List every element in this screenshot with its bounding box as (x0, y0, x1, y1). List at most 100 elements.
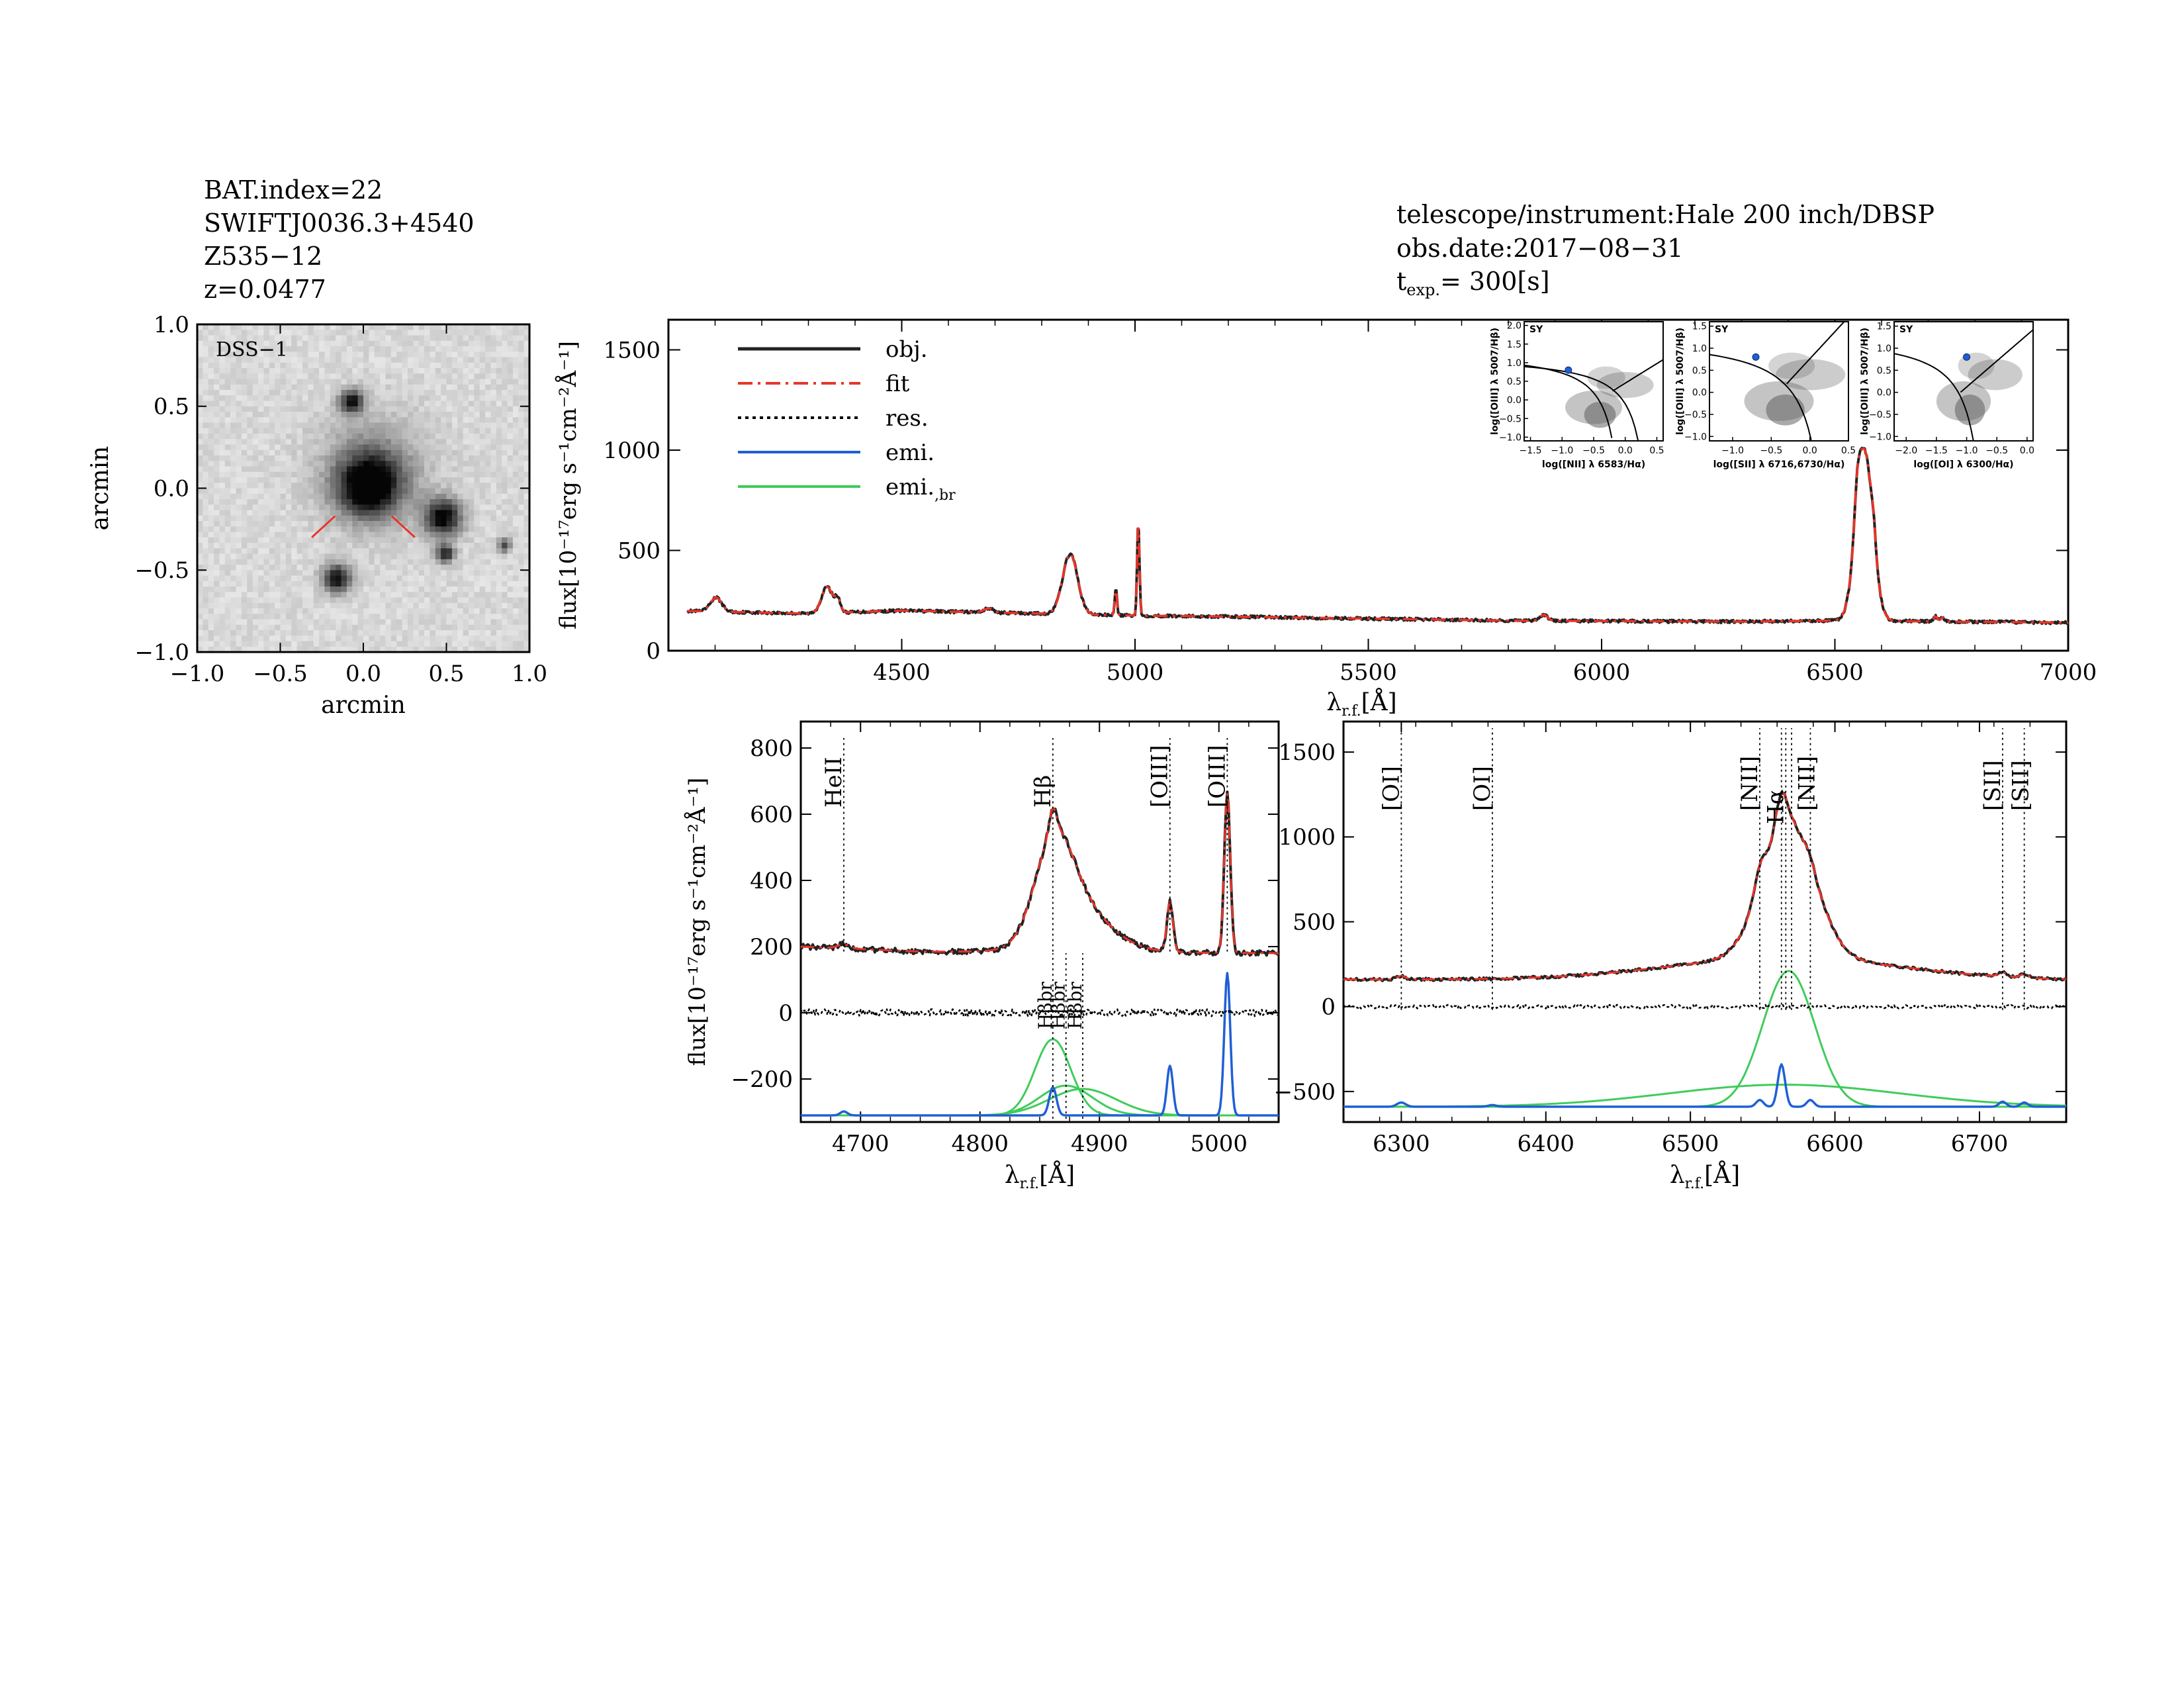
series-emi-broad (1343, 1084, 2066, 1108)
image-pixel (435, 422, 441, 429)
image-pixel (313, 521, 320, 527)
image-pixel (518, 417, 525, 424)
image-pixel (214, 543, 220, 549)
image-pixel (518, 330, 525, 336)
image-pixel (435, 324, 441, 330)
image-pixel (208, 395, 214, 402)
image-pixel (369, 400, 375, 407)
image-pixel (413, 368, 420, 374)
image-pixel (324, 400, 331, 407)
image-pixel (446, 340, 453, 347)
image-pixel (485, 510, 492, 516)
image-pixel (285, 324, 292, 330)
image-pixel (197, 570, 203, 577)
image-pixel (291, 400, 298, 407)
image-pixel (214, 352, 220, 358)
image-pixel (352, 619, 359, 626)
image-pixel (224, 646, 231, 653)
image-pixel (469, 548, 475, 555)
image-pixel (197, 340, 203, 347)
image-pixel (490, 597, 497, 604)
image-pixel (291, 641, 298, 647)
image-pixel (369, 428, 375, 434)
image-pixel (390, 559, 397, 565)
image-pixel (252, 330, 259, 336)
image-pixel (523, 324, 530, 330)
image-pixel (374, 412, 381, 418)
image-pixel (469, 477, 475, 483)
image-pixel (441, 379, 447, 385)
image-pixel (302, 614, 308, 620)
image-pixel (247, 592, 253, 598)
image-pixel (330, 559, 336, 565)
image-pixel (457, 449, 464, 456)
image-pixel (280, 346, 287, 352)
image-pixel (308, 357, 314, 363)
image-pixel (352, 570, 359, 577)
image-pixel (385, 357, 392, 363)
image-pixel (324, 384, 331, 391)
image-pixel (424, 521, 430, 527)
image-pixel (203, 395, 209, 402)
image-pixel (269, 390, 275, 396)
image-pixel (352, 515, 359, 522)
image-pixel (374, 543, 381, 549)
image-pixel (507, 439, 514, 445)
image-pixel (380, 483, 387, 489)
image-pixel (446, 537, 453, 543)
image-pixel (241, 412, 248, 418)
image-pixel (523, 471, 530, 478)
image-pixel (203, 400, 209, 407)
image-pixel (313, 340, 320, 347)
image-pixel (313, 330, 320, 336)
image-pixel (446, 357, 453, 363)
image-pixel (352, 340, 359, 347)
image-pixel (203, 641, 209, 647)
image-pixel (385, 488, 392, 494)
image-pixel (474, 499, 480, 505)
image-pixel (435, 504, 441, 511)
image-pixel (463, 597, 469, 604)
image-pixel (302, 575, 308, 582)
image-pixel (214, 597, 220, 604)
image-pixel (252, 352, 259, 358)
image-pixel (418, 602, 425, 609)
image-pixel (247, 543, 253, 549)
image-pixel (324, 444, 331, 451)
image-pixel (241, 581, 248, 587)
image-pixel (263, 499, 270, 505)
image-pixel (230, 417, 237, 424)
image-pixel (296, 521, 303, 527)
image-pixel (507, 537, 514, 543)
image-pixel (457, 521, 464, 527)
image-pixel (346, 455, 353, 461)
image-pixel (485, 395, 492, 402)
image-pixel (518, 368, 525, 374)
image-pixel (490, 575, 497, 582)
image-pixel (402, 346, 408, 352)
image-pixel (518, 422, 525, 429)
image-pixel (346, 395, 353, 402)
image-pixel (308, 373, 314, 380)
image-pixel (308, 444, 314, 451)
image-pixel (241, 461, 248, 467)
image-pixel (336, 428, 342, 434)
image-pixel (474, 352, 480, 358)
image-pixel (280, 330, 287, 336)
image-pixel (241, 630, 248, 636)
image-pixel (457, 597, 464, 604)
image-pixel (252, 499, 259, 505)
image-pixel (352, 543, 359, 549)
image-pixel (319, 406, 326, 412)
image-pixel (523, 483, 530, 489)
image-pixel (241, 477, 248, 483)
image-pixel (490, 471, 497, 478)
image-pixel (346, 362, 353, 369)
image-pixel (451, 449, 458, 456)
line-label-oi-6300: [OI] (1378, 766, 1404, 811)
image-pixel (469, 461, 475, 467)
image-pixel (219, 602, 226, 609)
image-pixel (446, 417, 453, 424)
image-pixel (291, 340, 298, 347)
image-pixel (346, 521, 353, 527)
